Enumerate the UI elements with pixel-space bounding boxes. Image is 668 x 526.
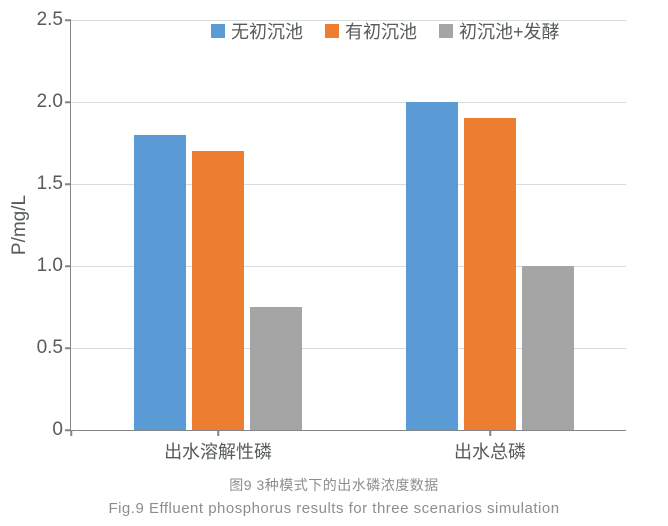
plot-area: 00.51.01.52.02.5出水溶解性磷出水总磷无初沉池有初沉池初沉池+发酵 [70, 20, 626, 431]
legend-item: 无初沉池 [211, 18, 303, 44]
caption-en: Fig.9 Effluent phosphorus results for th… [0, 500, 668, 517]
legend: 无初沉池 有初沉池 初沉池+发酵 [211, 18, 560, 44]
bar [250, 307, 302, 430]
y-tick-label: 2.5 [37, 9, 71, 31]
x-tick-mark [70, 430, 72, 436]
bar [522, 266, 574, 430]
y-tick-label: 2.0 [37, 91, 71, 113]
bar [134, 135, 186, 430]
figure-container: 0 0.5 1.0 1.5 2.0 2.5 出水溶解性磷 出水总磷 无初沉池 有初沉池 初沉池+发酵… [0, 0, 668, 526]
legend-label: 有初沉池 [345, 18, 417, 44]
x-tick-label: 出水溶解性磷 [164, 430, 272, 464]
y-tick-label: 1.0 [37, 255, 71, 277]
x-tick-label: 出水总磷 [454, 430, 526, 464]
caption-zh: 图9 3种模式下的出水磷浓度数据 [0, 475, 668, 495]
gridline [71, 102, 626, 103]
legend-label: 初沉池+发酵 [459, 18, 560, 44]
legend-item: 有初沉池 [325, 18, 417, 44]
y-tick-label: 0.5 [37, 337, 71, 359]
bar [464, 118, 516, 430]
bar [192, 151, 244, 430]
y-axis-label: P/mg/L [9, 195, 31, 255]
legend-swatch [325, 24, 339, 38]
y-tick-label: 0 [52, 419, 71, 441]
legend-swatch [211, 24, 225, 38]
legend-swatch [439, 24, 453, 38]
legend-item: 初沉池+发酵 [439, 18, 560, 44]
bar [406, 102, 458, 430]
y-tick-label: 1.5 [37, 173, 71, 195]
legend-label: 无初沉池 [231, 18, 303, 44]
